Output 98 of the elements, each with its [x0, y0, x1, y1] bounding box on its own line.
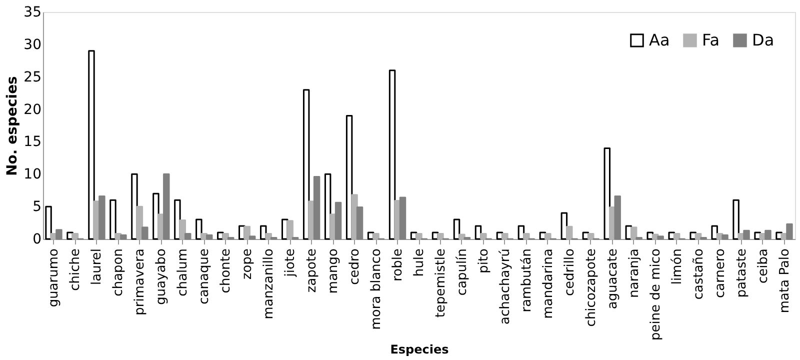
bar	[416, 233, 422, 240]
x-tick-label: chapon	[111, 248, 126, 296]
x-tick-label: ceiba	[756, 248, 771, 284]
bar	[110, 199, 116, 240]
bar	[694, 233, 702, 240]
x-tick-label: capulín	[454, 248, 470, 296]
bar	[196, 218, 202, 240]
y-tick-label: 5	[32, 199, 42, 216]
bar	[248, 236, 256, 240]
x-tick-label: tepemistle	[433, 248, 448, 318]
bar	[711, 225, 718, 240]
x-tick-label: chalum	[176, 248, 191, 296]
bar	[152, 192, 160, 240]
bar	[98, 195, 106, 240]
x-tick-label: jiote	[283, 248, 298, 278]
bar	[184, 233, 192, 240]
x-tick-label: zope	[240, 248, 256, 280]
y-tick-label: 15	[24, 134, 42, 150]
bar	[722, 234, 728, 240]
bar	[630, 226, 638, 240]
x-tick-label: canaque	[197, 248, 212, 304]
bar	[673, 233, 680, 240]
x-tick-label: aguacate	[605, 248, 620, 310]
x-tick-label: pito	[476, 248, 492, 274]
bar	[56, 229, 62, 240]
x-tick-label: manzanillo	[262, 248, 277, 320]
x-tick-label: achachayrú	[498, 248, 513, 324]
x-tick-label: mata Palo	[777, 248, 792, 314]
x-tick-label: peine de mico	[648, 248, 664, 340]
x-tick-label: pataste	[734, 248, 750, 298]
x-axis-title: Especies	[390, 342, 449, 356]
bar	[45, 206, 52, 240]
bar	[222, 233, 229, 240]
y-tick-label: 0	[32, 232, 42, 248]
bar	[120, 234, 127, 240]
bar	[732, 199, 740, 240]
bar	[588, 233, 594, 240]
bar	[388, 70, 396, 240]
x-tick-label: mango	[326, 248, 342, 294]
x-tick-label: guarumo	[46, 248, 62, 308]
bar	[502, 233, 508, 240]
bar	[523, 233, 530, 240]
bar	[544, 233, 552, 240]
bar	[72, 233, 79, 240]
y-tick-label: 25	[24, 69, 42, 86]
bar	[174, 199, 181, 240]
x-tick-label: mandarina	[540, 248, 556, 319]
x-tick-label: primavera	[132, 248, 148, 316]
bar	[458, 234, 466, 240]
x-tick-label: mora blanco	[369, 248, 384, 330]
x-tick-label: naranja	[626, 248, 642, 298]
legend-label: Da	[752, 30, 774, 50]
legend-label: Fa	[702, 30, 720, 50]
bar	[453, 218, 460, 240]
x-tick-label: cedro	[348, 248, 363, 285]
x-tick-label: roble	[390, 248, 406, 282]
bar	[657, 236, 664, 240]
bar	[764, 230, 772, 240]
bar	[286, 220, 294, 240]
x-tick-label: chonte	[218, 248, 234, 294]
bar	[437, 233, 444, 240]
x-tick-label: cedrillo	[562, 248, 578, 296]
bar	[356, 206, 364, 240]
y-axis-title: No. especies	[4, 76, 21, 176]
bar	[480, 233, 487, 240]
bar	[614, 195, 621, 240]
y-tick-label: 10	[24, 166, 42, 183]
bar	[265, 233, 272, 240]
x-tick-label: chicozapote	[584, 248, 599, 327]
y-tick-label: 35	[24, 4, 42, 20]
bar	[652, 234, 659, 240]
x-tick-label: carnero	[712, 248, 728, 298]
bar	[163, 173, 170, 240]
x-tick-label: limón	[670, 248, 685, 285]
x-tick-label: laurel	[90, 248, 105, 285]
bar	[313, 176, 320, 240]
bar	[399, 196, 406, 240]
x-tick-label: hule	[412, 248, 427, 277]
bar	[142, 226, 148, 240]
bar	[743, 230, 750, 240]
x-tick-label: chiche	[68, 248, 84, 291]
bar	[786, 223, 793, 240]
bar	[334, 202, 342, 240]
bar	[302, 89, 310, 240]
bar	[206, 234, 213, 240]
bar	[88, 50, 95, 240]
x-tick-label: castaño	[691, 248, 706, 300]
x-tick-label: zapote	[304, 248, 320, 293]
bar	[372, 233, 380, 240]
x-tick-label: guayabo	[154, 248, 170, 305]
bar	[179, 219, 186, 240]
bar	[566, 226, 573, 240]
legend-label: Aa	[649, 30, 670, 50]
bar	[131, 173, 138, 240]
bar	[244, 226, 250, 240]
y-tick-label: 30	[24, 36, 42, 53]
x-tick-label: rambután	[519, 248, 534, 312]
y-tick-label: 20	[24, 102, 42, 118]
